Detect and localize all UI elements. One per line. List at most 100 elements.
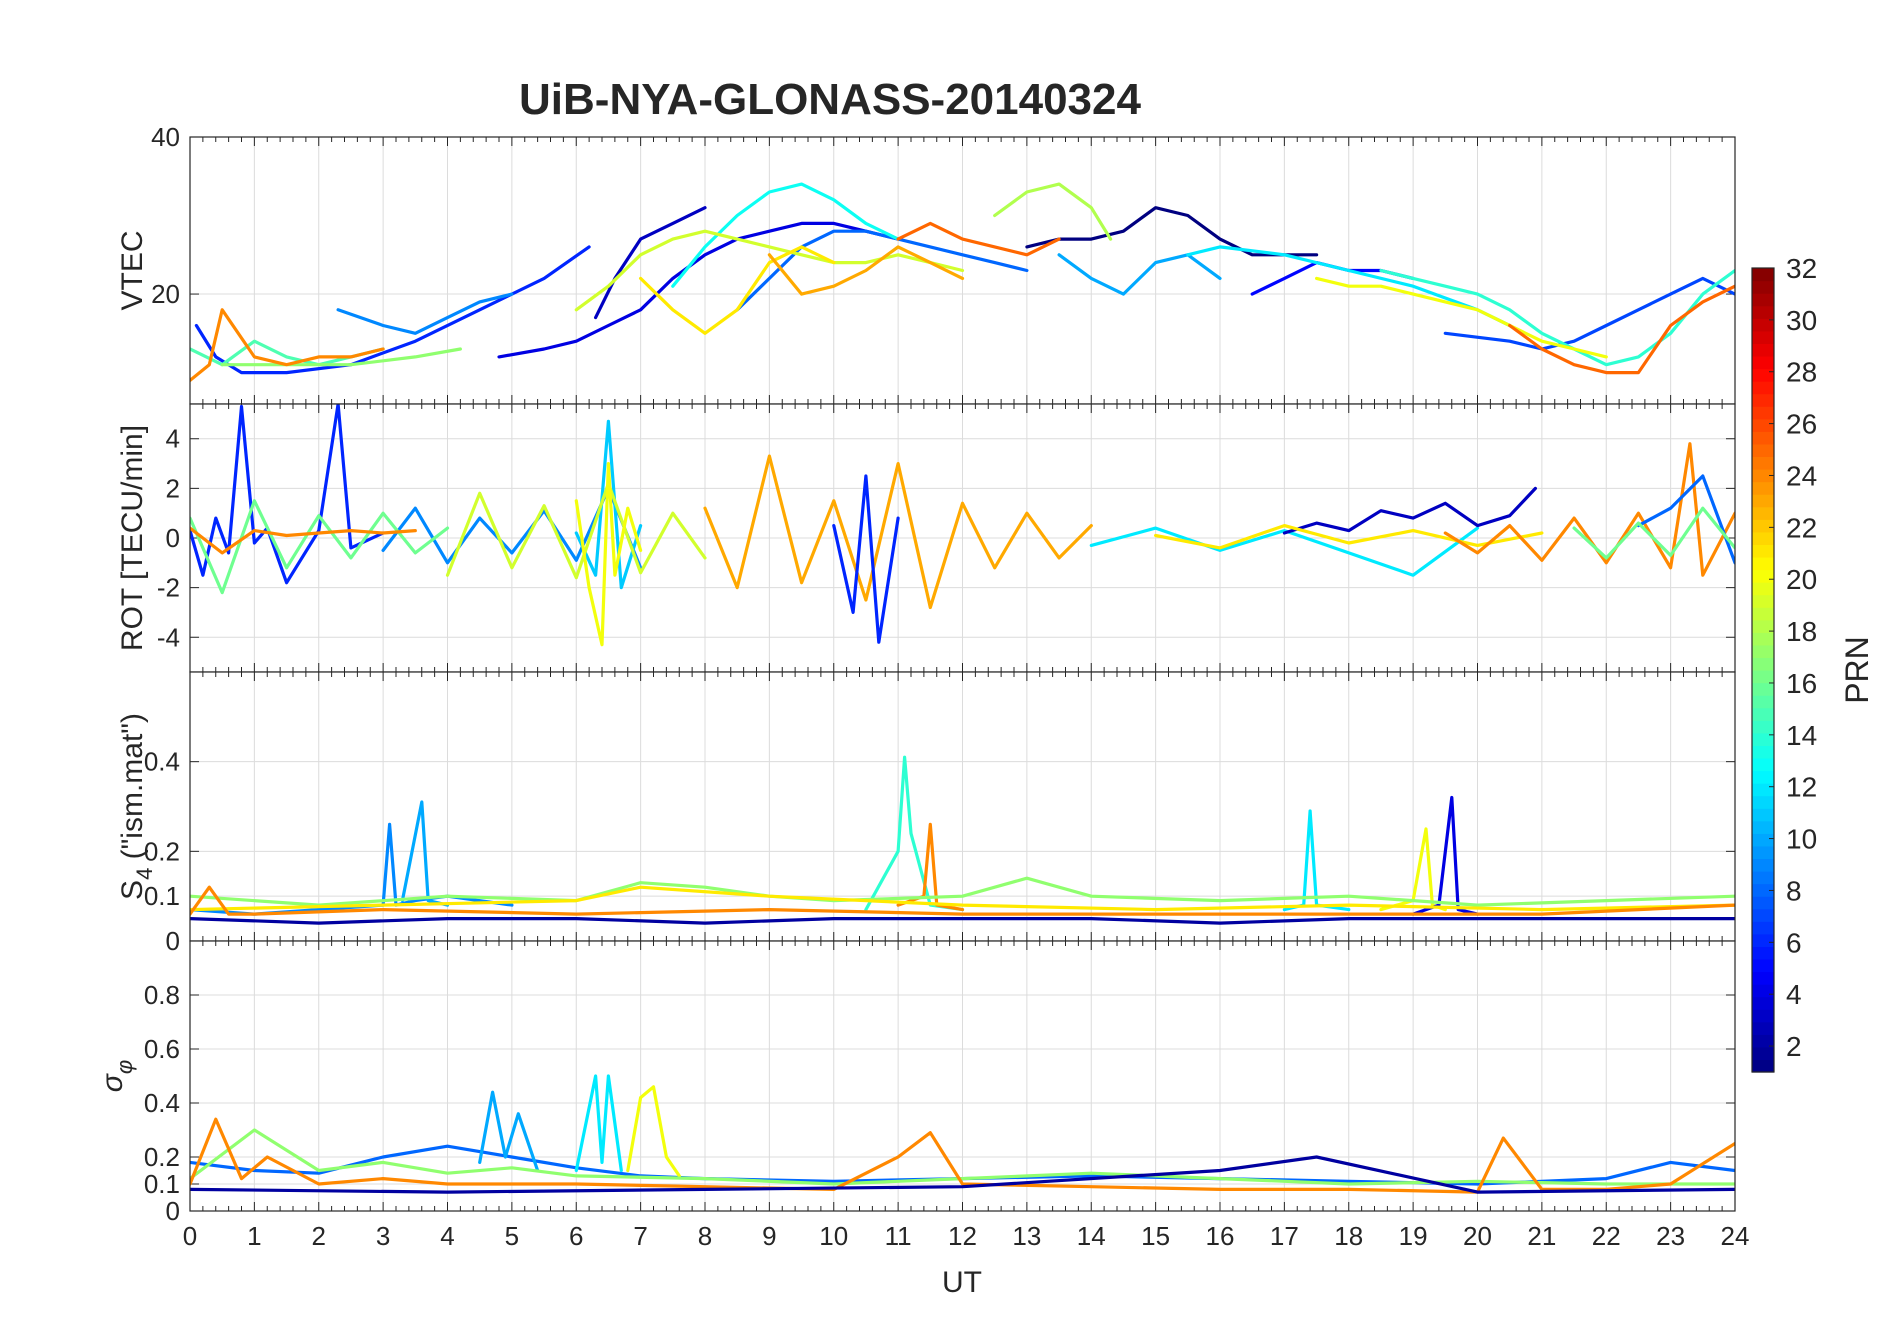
series-line-prn-10 [478, 1090, 540, 1173]
y-tick-label: 0.1 [144, 881, 180, 911]
colorbar-tick-label: 16 [1786, 668, 1817, 699]
colorbar-tick-label: 20 [1786, 564, 1817, 595]
colorbar-frame [1751, 267, 1775, 1073]
x-tick-label: 17 [1270, 1221, 1299, 1251]
colorbar-segment [1752, 318, 1774, 332]
y-axis-label: ROT [TECU/min] [116, 425, 149, 651]
x-tick-label: 18 [1334, 1221, 1363, 1251]
colorbar-segment [1752, 481, 1774, 495]
colorbar-segment [1752, 921, 1774, 935]
colorbar-tick-label: 14 [1786, 720, 1817, 751]
y-tick-label: 0 [166, 1196, 180, 1226]
y-tick-label: 0.2 [144, 836, 180, 866]
series-line-prn-24 [190, 1117, 1735, 1194]
colorbar-segment [1752, 745, 1774, 759]
colorbar-segment [1752, 720, 1774, 734]
colorbar-segment [1752, 757, 1774, 772]
colorbar-segment [1752, 519, 1774, 533]
series-line-prn-24 [190, 526, 417, 555]
x-tick-label: 14 [1077, 1221, 1106, 1251]
colorbar-tick-label: 6 [1786, 927, 1802, 958]
series-line-prn-8 [1636, 474, 1735, 565]
colorbar-segment [1752, 946, 1774, 960]
chart-title: UiB-NYA-GLONASS-20140324 [519, 75, 1141, 124]
y-tick-label: -2 [157, 573, 180, 603]
y-label-subscript: φ [112, 1060, 137, 1074]
series-line-prn-19 [445, 481, 707, 580]
y-label-main: σ [96, 1072, 129, 1092]
x-tick-label: 19 [1399, 1221, 1428, 1251]
colorbar-segment [1752, 770, 1774, 784]
y-label-suffix: ("ism.mat") [116, 713, 149, 868]
colorbar-tick-label: 30 [1786, 305, 1817, 336]
x-tick-label: 12 [948, 1221, 977, 1251]
x-tick-label: 9 [762, 1221, 776, 1251]
series-line-prn-24 [190, 885, 1735, 916]
colorbar-segment [1752, 293, 1774, 307]
x-tick-label: 8 [698, 1221, 712, 1251]
colorbar-segment [1752, 820, 1774, 834]
colorbar-tick-label: 22 [1786, 512, 1817, 543]
series-line-prn-23 [703, 454, 1093, 610]
colorbar-segment [1752, 996, 1774, 1010]
series-group [190, 182, 1735, 382]
series-line-prn-20 [574, 462, 643, 647]
x-tick-label: 5 [505, 1221, 519, 1251]
series-line-prn-10 [1057, 253, 1222, 296]
colorbar-segment [1752, 619, 1774, 633]
x-tick-label: 20 [1463, 1221, 1492, 1251]
series-line-prn-6 [832, 474, 900, 644]
colorbar-segment [1752, 582, 1774, 596]
colorbar-segment [1752, 531, 1774, 545]
colorbar-segment [1752, 406, 1774, 420]
colorbar-segment [1752, 1034, 1774, 1048]
colorbar-segment [1752, 418, 1774, 432]
series-line-prn-7 [1443, 276, 1735, 351]
colorbar-segment [1752, 933, 1774, 947]
series-line-prn-25 [1508, 284, 1735, 375]
colorbar-segment [1752, 858, 1774, 872]
series-line-prn-16 [190, 499, 450, 595]
series-line-prn-21 [1153, 523, 1544, 550]
colorbar-segment [1752, 343, 1774, 357]
series-line-prn-24 [190, 308, 385, 382]
x-tick-label: 16 [1206, 1221, 1235, 1251]
series-group [190, 1074, 1735, 1194]
y-tick-label: 4 [166, 424, 180, 454]
colorbar-tick-label: 4 [1786, 979, 1802, 1010]
colorbar-segment [1752, 896, 1774, 910]
colorbar-segment [1752, 657, 1774, 671]
colorbar-segment [1752, 330, 1774, 344]
colorbar-segment [1752, 569, 1774, 583]
series-line-prn-20 [626, 1085, 681, 1178]
series-line-prn-13 [671, 182, 900, 288]
colorbar-segment [1752, 431, 1774, 445]
y-tick-label: 0.2 [144, 1142, 180, 1172]
x-tick-label: 22 [1592, 1221, 1621, 1251]
y-tick-label: 0.8 [144, 980, 180, 1010]
series-group [190, 755, 1735, 925]
colorbar-tick-label: 10 [1786, 824, 1817, 855]
series-line-prn-1 [1025, 206, 1319, 257]
colorbar-segment [1752, 883, 1774, 897]
colorbar-segment [1752, 469, 1774, 483]
x-tick-label: 21 [1527, 1221, 1556, 1251]
series-line-prn-2 [190, 916, 1735, 925]
colorbar-segment [1752, 368, 1774, 382]
series-group [190, 404, 1735, 647]
series-line-prn-20 [1314, 276, 1608, 359]
series-line-prn-23 [767, 245, 965, 296]
x-tick-label: 3 [376, 1221, 390, 1251]
colorbar-segment [1752, 670, 1774, 684]
colorbar-segment [1752, 1046, 1774, 1061]
colorbar-segment [1752, 1059, 1774, 1073]
panel-s4: 00.10.20.4S4 ("ism.mat") [116, 671, 1736, 956]
colorbar-tick-label: 2 [1786, 1031, 1802, 1062]
series-line-prn-4 [497, 221, 900, 359]
y-tick-label: 0 [166, 523, 180, 553]
series-line-prn-12 [574, 1074, 623, 1173]
colorbar-segment [1752, 268, 1774, 282]
y-tick-label: 0.4 [144, 747, 180, 777]
y-axis-label: σφ [96, 1060, 137, 1092]
